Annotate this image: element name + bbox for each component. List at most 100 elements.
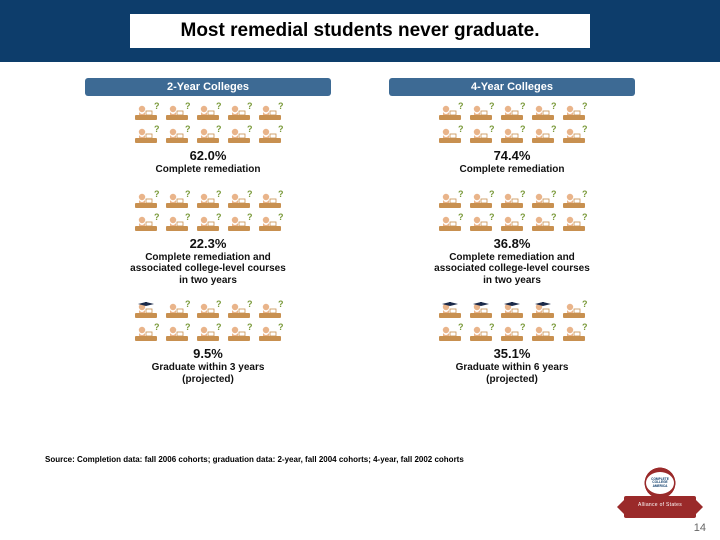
student-question-icon: ? [529, 190, 557, 210]
svg-text:?: ? [582, 125, 588, 134]
svg-text:?: ? [247, 300, 253, 309]
student-question-icon: ? [194, 125, 222, 145]
svg-text:?: ? [458, 102, 464, 111]
student-question-icon: ? [132, 323, 160, 343]
svg-text:?: ? [582, 213, 588, 222]
student-question-icon: ? [225, 323, 253, 343]
student-question-icon: ? [225, 300, 253, 320]
student-question-icon: ? [194, 300, 222, 320]
svg-text:?: ? [247, 102, 253, 111]
student-question-icon: ? [163, 213, 191, 233]
student-question-icon: ? [256, 190, 284, 210]
student-question-icon: ? [163, 102, 191, 122]
svg-text:?: ? [278, 213, 284, 222]
svg-text:?: ? [247, 323, 253, 332]
column-separator [359, 78, 361, 385]
graduate-icon [529, 300, 557, 320]
svg-text:?: ? [185, 102, 191, 111]
svg-text:?: ? [216, 125, 222, 134]
student-icon-grid: ? ? ? ? ? ? [436, 300, 588, 343]
svg-text:?: ? [247, 213, 253, 222]
student-question-icon: ? [256, 213, 284, 233]
svg-text:?: ? [154, 102, 160, 111]
svg-text:?: ? [216, 102, 222, 111]
student-question-icon: ? [467, 323, 495, 343]
stat-value: 22.3% [190, 236, 227, 251]
svg-text:?: ? [551, 213, 557, 222]
svg-text:?: ? [582, 102, 588, 111]
svg-text:?: ? [216, 190, 222, 199]
svg-text:?: ? [582, 323, 588, 332]
student-icon-grid: ? ? ? ? ? ? ? [436, 102, 588, 145]
svg-text:?: ? [489, 125, 495, 134]
student-question-icon: ? [498, 213, 526, 233]
student-question-icon: ? [194, 190, 222, 210]
svg-text:?: ? [458, 323, 464, 332]
student-icon-grid: ? ? ? ? ? ? ? [132, 190, 284, 233]
source-text: Source: Completion data: fall 2006 cohor… [45, 455, 464, 464]
stat-value: 36.8% [494, 236, 531, 251]
student-question-icon: ? [560, 102, 588, 122]
student-question-icon: ? [256, 300, 284, 320]
svg-text:?: ? [551, 102, 557, 111]
svg-text:?: ? [185, 190, 191, 199]
graduate-icon [436, 300, 464, 320]
column-header: 2-Year Colleges [85, 78, 331, 96]
svg-text:?: ? [582, 190, 588, 199]
svg-text:?: ? [582, 300, 588, 309]
stat-label: Graduate within 3 years(projected) [152, 362, 265, 385]
svg-text:?: ? [185, 323, 191, 332]
infographic-content: 2-Year Colleges ? ? ? ? ? ? [85, 78, 635, 385]
svg-text:?: ? [216, 300, 222, 309]
student-question-icon: ? [256, 125, 284, 145]
student-icon-grid: ? ? ? ? ? ? ? [436, 190, 588, 233]
stat-value: 62.0% [190, 148, 227, 163]
svg-text:?: ? [216, 323, 222, 332]
student-question-icon: ? [194, 213, 222, 233]
student-question-icon: ? [132, 190, 160, 210]
svg-text:?: ? [458, 125, 464, 134]
svg-text:?: ? [154, 125, 160, 134]
svg-text:?: ? [520, 102, 526, 111]
student-question-icon: ? [560, 323, 588, 343]
svg-text:?: ? [216, 213, 222, 222]
page-number: 14 [694, 522, 706, 534]
column-4year: 4-Year Colleges ? ? ? ? ? ? [389, 78, 635, 385]
svg-text:?: ? [154, 323, 160, 332]
svg-text:?: ? [278, 190, 284, 199]
stat-label: Graduate within 6 years(projected) [456, 362, 569, 385]
student-question-icon: ? [467, 125, 495, 145]
svg-text:?: ? [520, 190, 526, 199]
svg-text:?: ? [520, 125, 526, 134]
student-question-icon: ? [225, 125, 253, 145]
student-question-icon: ? [436, 125, 464, 145]
svg-text:?: ? [247, 190, 253, 199]
student-question-icon: ? [498, 190, 526, 210]
stat-label: Complete remediation [155, 164, 260, 176]
svg-text:?: ? [489, 213, 495, 222]
svg-text:?: ? [551, 190, 557, 199]
graduate-icon [132, 300, 160, 320]
column-header: 4-Year Colleges [389, 78, 635, 96]
student-question-icon: ? [529, 323, 557, 343]
student-question-icon: ? [163, 125, 191, 145]
stat-label: Complete remediation andassociated colle… [130, 252, 286, 287]
student-question-icon: ? [225, 190, 253, 210]
student-question-icon: ? [467, 190, 495, 210]
student-question-icon: ? [132, 213, 160, 233]
student-question-icon: ? [163, 300, 191, 320]
stat-label: Complete remediation [459, 164, 564, 176]
svg-text:?: ? [458, 213, 464, 222]
svg-text:?: ? [185, 300, 191, 309]
svg-text:?: ? [489, 323, 495, 332]
stat-value: 74.4% [494, 148, 531, 163]
student-question-icon: ? [436, 190, 464, 210]
svg-text:?: ? [154, 213, 160, 222]
student-question-icon: ? [467, 213, 495, 233]
logo-ribbon-text: Alliance of States [624, 502, 696, 508]
student-question-icon: ? [498, 125, 526, 145]
svg-text:?: ? [520, 323, 526, 332]
student-question-icon: ? [194, 102, 222, 122]
stat-label: Complete remediation andassociated colle… [434, 252, 590, 287]
logo-center-text: COMPLETE COLLEGE AMERICA [646, 472, 674, 494]
